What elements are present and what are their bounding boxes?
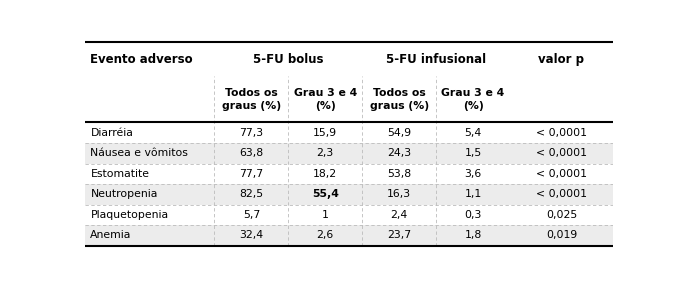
Text: 77,3: 77,3 — [239, 128, 264, 138]
Text: 63,8: 63,8 — [239, 148, 264, 158]
Text: 16,3: 16,3 — [387, 189, 411, 200]
Text: 2,4: 2,4 — [390, 210, 408, 220]
Text: < 0,0001: < 0,0001 — [536, 189, 587, 200]
Text: Neutropenia: Neutropenia — [91, 189, 158, 200]
Text: 53,8: 53,8 — [387, 169, 411, 179]
Bar — [85, 225, 613, 246]
Bar — [85, 164, 613, 184]
Text: 5,4: 5,4 — [464, 128, 481, 138]
Text: Plaquetopenia: Plaquetopenia — [91, 210, 168, 220]
Text: 32,4: 32,4 — [239, 230, 264, 241]
Text: 3,6: 3,6 — [464, 169, 481, 179]
Text: 0,019: 0,019 — [545, 230, 577, 241]
Text: Grau 3 e 4
(%): Grau 3 e 4 (%) — [441, 88, 505, 110]
Text: Náusea e vômitos: Náusea e vômitos — [91, 148, 188, 158]
Text: 0,3: 0,3 — [464, 210, 481, 220]
Text: Estomatite: Estomatite — [91, 169, 149, 179]
Text: 1,1: 1,1 — [464, 189, 481, 200]
Text: 24,3: 24,3 — [387, 148, 411, 158]
Text: 82,5: 82,5 — [239, 189, 264, 200]
Text: 15,9: 15,9 — [313, 128, 337, 138]
Text: 18,2: 18,2 — [313, 169, 337, 179]
Bar — [85, 205, 613, 225]
Text: Todos os
graus (%): Todos os graus (%) — [370, 88, 429, 110]
Bar — [85, 184, 613, 205]
Text: 1,8: 1,8 — [464, 230, 481, 241]
Bar — [85, 42, 613, 123]
Text: 5-FU infusional: 5-FU infusional — [386, 53, 486, 66]
Text: Grau 3 e 4
(%): Grau 3 e 4 (%) — [294, 88, 357, 110]
Text: 23,7: 23,7 — [387, 230, 411, 241]
Text: Anemia: Anemia — [91, 230, 132, 241]
Text: Evento adverso: Evento adverso — [91, 53, 193, 66]
Text: 54,9: 54,9 — [387, 128, 411, 138]
Text: < 0,0001: < 0,0001 — [536, 169, 587, 179]
Text: 77,7: 77,7 — [239, 169, 264, 179]
Bar — [85, 123, 613, 143]
Text: 0,025: 0,025 — [545, 210, 577, 220]
Text: valor p: valor p — [539, 53, 584, 66]
Text: 5,7: 5,7 — [242, 210, 260, 220]
Text: Todos os
graus (%): Todos os graus (%) — [222, 88, 281, 110]
Text: 2,6: 2,6 — [317, 230, 334, 241]
Text: < 0,0001: < 0,0001 — [536, 128, 587, 138]
Bar — [85, 143, 613, 164]
Text: < 0,0001: < 0,0001 — [536, 148, 587, 158]
Text: 1,5: 1,5 — [464, 148, 481, 158]
Text: Diarréia: Diarréia — [91, 128, 133, 138]
Text: 1: 1 — [322, 210, 329, 220]
Text: 5-FU bolus: 5-FU bolus — [253, 53, 323, 66]
Text: 2,3: 2,3 — [317, 148, 334, 158]
Text: 55,4: 55,4 — [312, 189, 338, 200]
